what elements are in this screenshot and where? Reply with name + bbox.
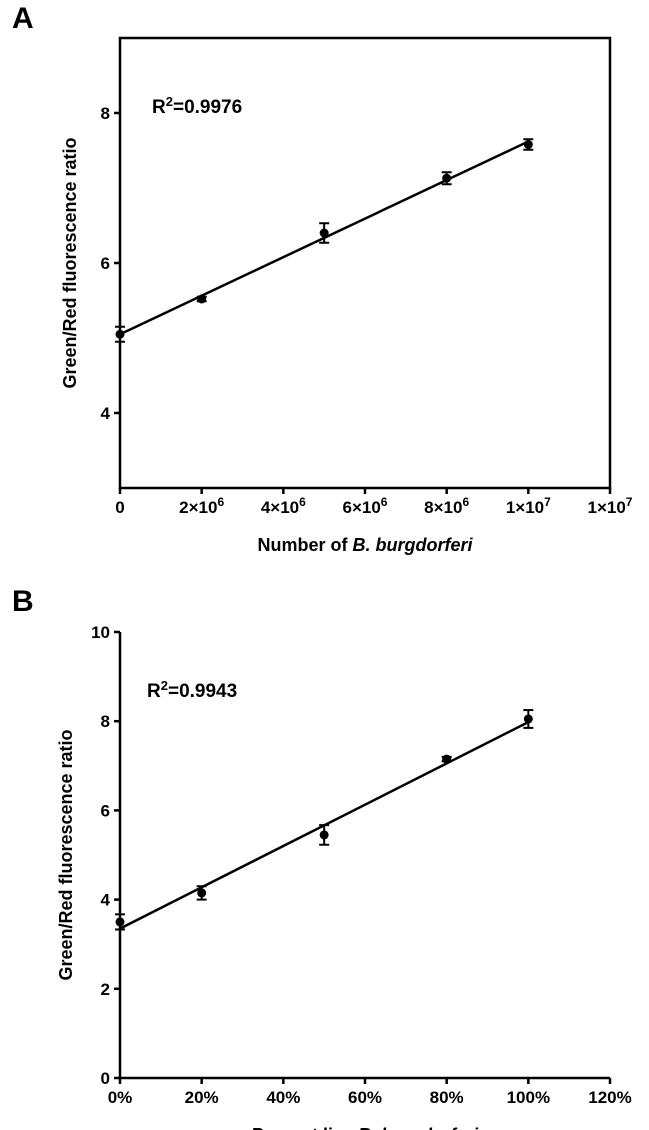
x-tick-label: 60% xyxy=(348,1088,382,1107)
x-tick-label: 120% xyxy=(588,1088,631,1107)
panel-label-a: A xyxy=(12,2,34,35)
y-tick-label: 0 xyxy=(101,1069,110,1088)
data-point xyxy=(115,329,125,339)
data-point xyxy=(115,917,125,927)
x-tick-label: 6×106 xyxy=(343,495,388,517)
y-axis-title: Green/Red fluorescence ratio xyxy=(56,729,76,980)
y-tick-label: 2 xyxy=(101,980,110,999)
scatter-plot-a: 4 6 8 0 2×106 4×106 6×106 8×106 1×107 1×107 R2=0.9… xyxy=(60,36,633,555)
x-tick-label: 80% xyxy=(430,1088,464,1107)
x-tick-label: 100% xyxy=(507,1088,550,1107)
r-squared-annotation: R2=0.9943 xyxy=(147,678,237,703)
y-tick-label: 6 xyxy=(101,254,110,273)
r-squared-annotation: R2=0.9976 xyxy=(152,94,242,119)
data-point xyxy=(523,714,533,724)
x-tick-label: 20% xyxy=(185,1088,219,1107)
y-tick-label: 6 xyxy=(101,801,110,820)
x-tick-label: 2×106 xyxy=(179,495,224,517)
x-tick-label: 40% xyxy=(266,1088,300,1107)
y-tick-label: 4 xyxy=(101,891,111,910)
data-point xyxy=(442,173,452,183)
chart-panel-b: B 0 2 4 6 8 10 0% 20% 40% 60% 80% 100% 120% R2=0.9943… xyxy=(0,580,649,1130)
y-tick-label: 4 xyxy=(101,404,111,423)
x-tick-label: 0 xyxy=(115,498,124,517)
panel-label-b: B xyxy=(12,585,34,618)
x-tick-label: 1×107 xyxy=(506,495,551,517)
y-tick-label: 10 xyxy=(91,623,110,642)
data-point xyxy=(523,140,533,149)
x-tick-label: 4×106 xyxy=(261,495,306,517)
x-axis-title: Percent live B. burgdorferi xyxy=(252,1125,479,1130)
data-point xyxy=(319,830,329,840)
x-axis-title: Number of B. burgdorferi xyxy=(257,535,473,555)
chart-panel-a: A 4 6 8 0 2×106 4×106 6×106 8×106 1×107 1×107 R2=0… xyxy=(0,0,649,560)
data-point xyxy=(319,228,329,238)
data-point xyxy=(197,294,207,304)
data-point xyxy=(442,754,452,764)
y-tick-label: 8 xyxy=(101,712,110,731)
data-point xyxy=(197,888,207,898)
y-tick-label: 8 xyxy=(101,104,110,123)
x-tick-label: 1×107 xyxy=(588,495,633,517)
x-tick-label: 0% xyxy=(108,1088,133,1107)
y-axis-title: Green/Red fluorescence ratio xyxy=(60,137,80,388)
x-tick-label: 8×106 xyxy=(424,495,469,517)
